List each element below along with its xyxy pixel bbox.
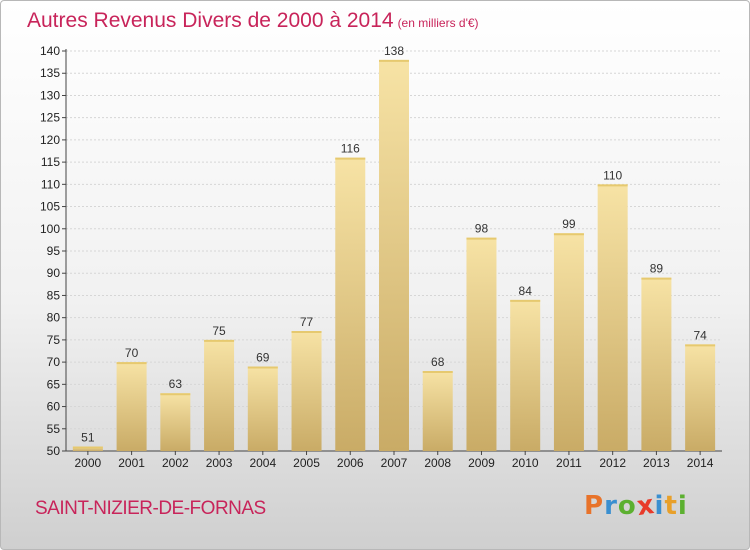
x-tick-label-2011: 2011 <box>556 456 582 470</box>
x-tick-label-2014: 2014 <box>687 456 714 470</box>
y-tick-label: 105 <box>40 200 60 214</box>
logo-letter: i <box>654 491 665 521</box>
y-tick-label: 110 <box>41 177 60 191</box>
x-tick-label-2009: 2009 <box>468 456 495 470</box>
bar-2013 <box>641 277 672 451</box>
y-tick-label: 85 <box>47 288 61 302</box>
y-tick-label: 120 <box>40 133 60 147</box>
y-tick-label: 55 <box>47 422 61 436</box>
x-tick-label-2005: 2005 <box>293 456 320 470</box>
logo-letter: t <box>664 491 678 521</box>
y-tick-label: 125 <box>40 111 60 125</box>
data-label-2002: 63 <box>169 377 183 391</box>
commune-name: SAINT-NIZIER-DE-FORNAS <box>35 498 266 519</box>
data-label-2013: 89 <box>650 262 664 276</box>
x-tick-label-2006: 2006 <box>337 456 364 470</box>
chart-title: Autres Revenus Divers de 2000 à 2014 (en … <box>27 9 479 33</box>
data-label-2011: 99 <box>562 217 576 231</box>
bar-2007 <box>379 59 409 452</box>
y-tick-label: 135 <box>40 66 60 80</box>
bar-2011 <box>553 233 584 451</box>
title-text: Autres Revenus Divers de 2000 à 2014 <box>27 9 394 32</box>
x-tick-label-2001: 2001 <box>118 456 145 470</box>
y-tick-label: 70 <box>47 355 61 369</box>
x-tick-label-2013: 2013 <box>643 456 670 470</box>
data-label-2010: 84 <box>519 284 533 298</box>
y-tick-label: 90 <box>47 266 61 280</box>
x-tick-label-2010: 2010 <box>512 456 539 470</box>
data-label-2000: 51 <box>81 431 95 445</box>
y-tick-label: 115 <box>41 155 60 169</box>
data-label-2003: 75 <box>212 324 226 338</box>
bar-2001 <box>116 362 147 451</box>
data-label-2001: 70 <box>125 346 139 360</box>
bar-2003 <box>204 339 235 451</box>
data-label-2005: 77 <box>300 315 314 329</box>
logo-letter: x <box>634 489 657 523</box>
y-tick-label: 75 <box>47 333 61 347</box>
x-tick-label-2003: 2003 <box>206 456 233 470</box>
proxiti-logo: Proxiti <box>584 489 688 523</box>
x-tick-label-2008: 2008 <box>424 456 451 470</box>
bar-2009 <box>466 237 497 451</box>
y-tick-label: 95 <box>47 244 61 258</box>
data-label-2012: 110 <box>603 168 622 182</box>
unit-text: (en milliers d'€) <box>397 16 479 30</box>
x-tick-label-2002: 2002 <box>162 456 189 470</box>
y-tick-label: 130 <box>40 88 60 102</box>
y-tick-label: 65 <box>47 377 61 391</box>
logo-letter: r <box>604 491 618 521</box>
y-tick-label: 100 <box>40 222 60 236</box>
y-tick-label: 60 <box>47 400 61 414</box>
bar-2008 <box>422 371 453 451</box>
bar-2002 <box>160 393 191 451</box>
y-tick-label: 50 <box>47 444 61 458</box>
logo-letter: i <box>677 491 688 521</box>
logo-letter: o <box>617 491 637 521</box>
bar-2014 <box>685 344 716 451</box>
data-label-2006: 116 <box>341 142 360 156</box>
y-tick-label: 80 <box>47 311 61 325</box>
logo-letter: P <box>584 491 605 521</box>
data-label-2014: 74 <box>693 328 707 342</box>
x-tick-label-2004: 2004 <box>249 456 276 470</box>
data-label-2007: 138 <box>384 44 404 58</box>
bar-2012 <box>597 184 628 452</box>
bar-2004 <box>247 366 278 451</box>
bar-2000 <box>72 446 103 451</box>
data-label-2004: 69 <box>256 351 270 365</box>
y-tick-label: 140 <box>40 44 60 58</box>
bar-2010 <box>510 299 541 451</box>
x-tick-label-2007: 2007 <box>381 456 408 470</box>
bar-2006 <box>335 157 366 451</box>
x-tick-label-2012: 2012 <box>599 456 626 470</box>
x-tick-label-2000: 2000 <box>75 456 102 470</box>
bar-2005 <box>291 331 322 451</box>
data-label-2008: 68 <box>431 355 445 369</box>
data-label-2009: 98 <box>475 222 489 236</box>
